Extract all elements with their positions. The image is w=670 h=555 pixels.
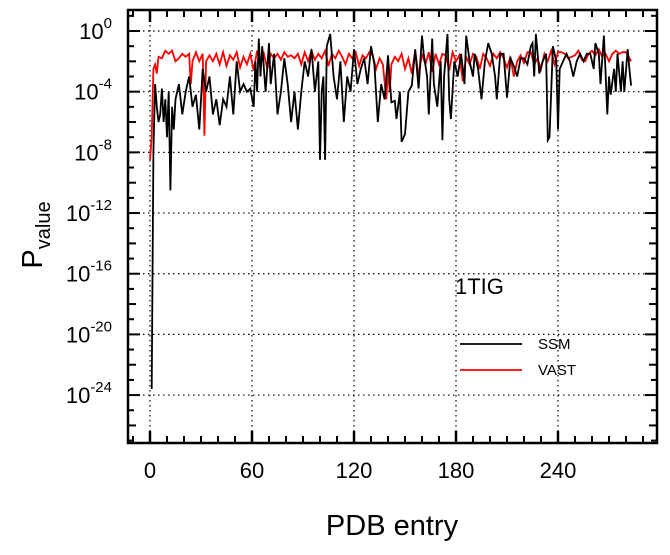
y-tick-label-exponent: 0 xyxy=(104,15,112,32)
y-tick-label-exponent: -12 xyxy=(90,197,112,214)
y-tick-label-base: 10 xyxy=(66,201,90,226)
series-lines xyxy=(149,33,632,390)
y-tick-label: 10-24 xyxy=(66,379,112,408)
x-tick-labels: 0 60 120 180 240 xyxy=(144,458,576,483)
y-axis-title-subscript: value xyxy=(33,201,55,249)
y-tick-label-exponent: -4 xyxy=(99,76,112,93)
x-tick-label: 120 xyxy=(336,458,373,483)
x-tick-label: 0 xyxy=(144,458,156,483)
y-tick-label-base: 10 xyxy=(66,383,90,408)
plot-frame xyxy=(126,8,659,445)
y-tick-label-exponent: -16 xyxy=(90,258,112,275)
y-tick-label-base: 10 xyxy=(79,19,103,44)
grid-lines xyxy=(128,10,657,443)
legend: SSM VAST xyxy=(460,336,576,379)
y-tick-label: 10-8 xyxy=(74,136,112,165)
legend-label-vast: VAST xyxy=(538,362,576,379)
x-tick-label: 180 xyxy=(438,458,475,483)
y-tick-label-base: 10 xyxy=(74,80,98,105)
x-tick-label: 60 xyxy=(240,458,264,483)
y-axis-title-main: P xyxy=(17,249,49,268)
y-tick-label: 10-12 xyxy=(66,197,112,226)
y-tick-label: 10-4 xyxy=(74,76,112,105)
y-tick-label-base: 10 xyxy=(66,322,90,347)
y-tick-label-exponent: -8 xyxy=(99,136,112,153)
y-tick-label-base: 10 xyxy=(74,140,98,165)
y-tick-label: 10-20 xyxy=(66,318,112,347)
x-tick-label: 240 xyxy=(540,458,577,483)
y-tick-label-base: 10 xyxy=(66,262,90,287)
y-tick-label: 10-16 xyxy=(66,258,112,287)
y-tick-label: 100 xyxy=(79,15,112,44)
legend-label-ssm: SSM xyxy=(538,336,571,353)
series-line-ssm xyxy=(150,33,632,390)
y-axis-title: Pvalue xyxy=(17,201,55,268)
protein-annotation: 1TIG xyxy=(455,274,504,299)
x-axis-title: PDB entry xyxy=(326,510,459,542)
y-tick-label-exponent: -24 xyxy=(90,379,112,396)
y-tick-label-exponent: -20 xyxy=(90,318,112,335)
axis-ticks xyxy=(128,10,657,443)
